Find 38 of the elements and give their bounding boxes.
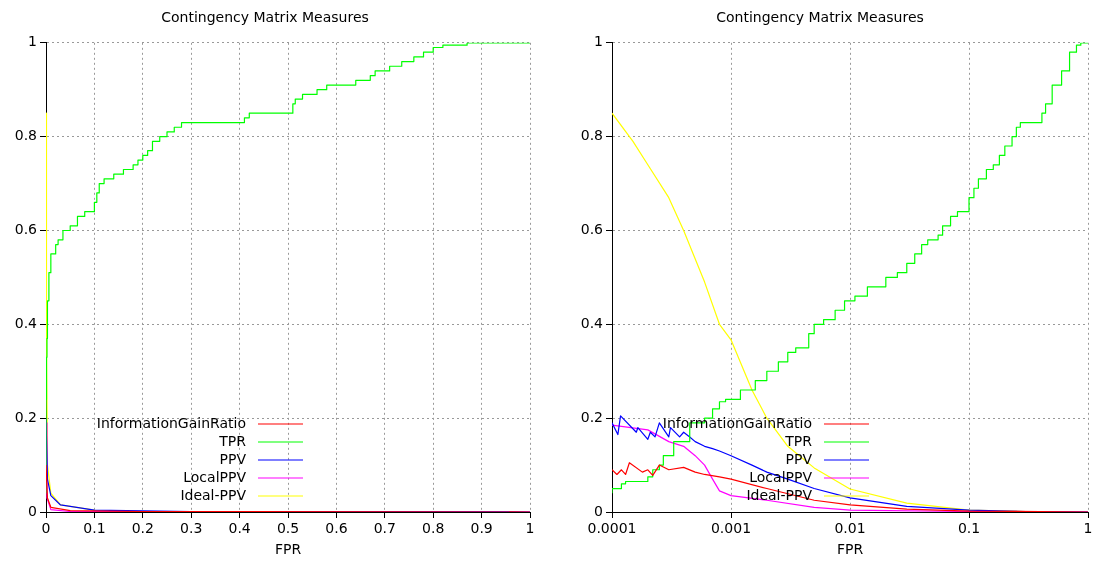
- y-tick-label: 0: [28, 502, 37, 519]
- x-tick-label: 0.1: [957, 520, 981, 537]
- y-tick-label: 0.4: [14, 314, 38, 331]
- x-tick-label: 0.1: [83, 520, 106, 537]
- x-tick-label: 0.3: [180, 520, 203, 537]
- chart-title: Contingency Matrix Measures: [716, 9, 924, 26]
- y-tick-label: 0.2: [14, 408, 37, 425]
- x-tick-label: 0.2: [131, 520, 154, 537]
- x-tick-label: 0.7: [373, 520, 396, 537]
- legend-label: Ideal-PPV: [180, 486, 247, 503]
- x-tick-label: 0: [41, 520, 51, 537]
- legend-label: PPV: [219, 450, 247, 467]
- y-tick-label: 1: [594, 33, 603, 50]
- x-tick-label: 0.5: [276, 520, 300, 537]
- y-tick-label: 1: [28, 33, 37, 50]
- y-tick-label: 0.6: [14, 221, 38, 238]
- legend-label: LocalPPV: [183, 468, 247, 485]
- x-tick-label: 0.4: [228, 520, 251, 537]
- y-tick-label: 0: [594, 502, 603, 519]
- x-tick-label: 0.6: [325, 520, 348, 537]
- x-axis-title: FPR: [836, 541, 864, 558]
- legend-label: TPR: [218, 432, 247, 449]
- x-tick-label: 0.01: [834, 520, 866, 537]
- x-tick-label: 0.001: [710, 520, 752, 537]
- chart-title: Contingency Matrix Measures: [161, 9, 369, 26]
- x-tick-label: 1: [1083, 520, 1093, 537]
- x-tick-label: 0.9: [470, 520, 493, 537]
- x-tick-label: 0.8: [422, 520, 445, 537]
- x-axis-title: FPR: [274, 541, 302, 558]
- y-tick-label: 0.6: [580, 221, 604, 238]
- legend-label: InformationGainRatio: [96, 414, 246, 431]
- x-tick-label: 0.0001: [587, 520, 637, 537]
- y-tick-label: 0.4: [580, 314, 604, 331]
- y-tick-label: 0.8: [580, 127, 603, 144]
- x-tick-label: 1: [525, 520, 535, 537]
- y-tick-label: 0.2: [580, 408, 603, 425]
- legend-label: TPR: [784, 432, 813, 449]
- y-tick-label: 0.8: [14, 127, 37, 144]
